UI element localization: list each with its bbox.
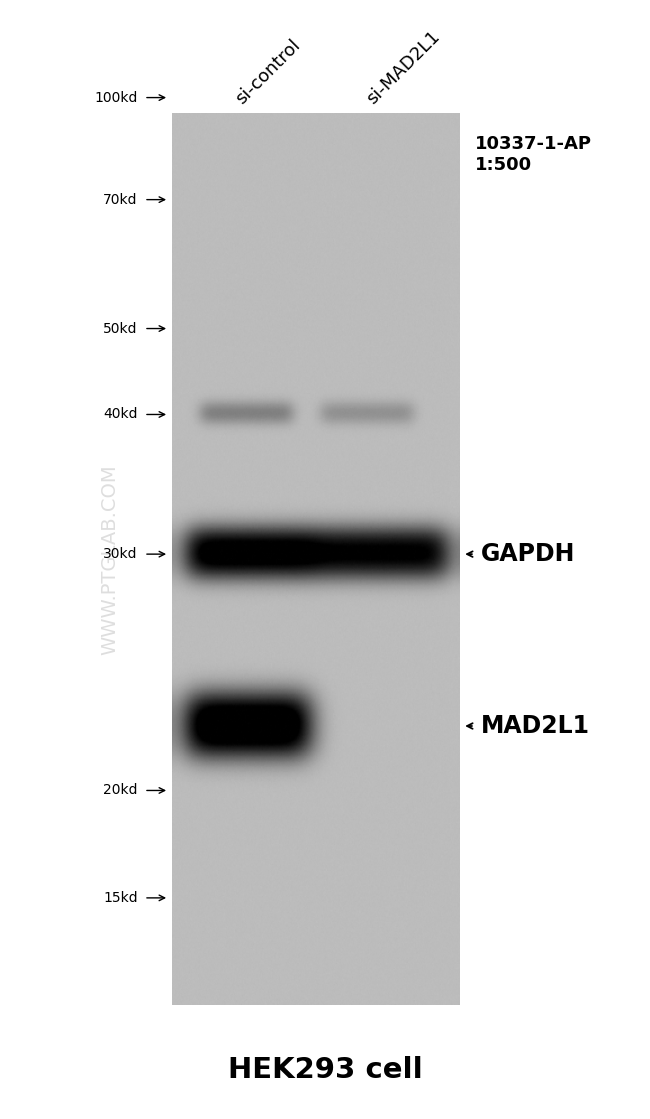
Text: 40kd: 40kd <box>103 407 138 422</box>
Text: 70kd: 70kd <box>103 192 138 207</box>
Text: si-control: si-control <box>232 37 304 109</box>
Text: si-MAD2L1: si-MAD2L1 <box>363 28 443 109</box>
Text: 20kd: 20kd <box>103 783 138 798</box>
Text: GAPDH: GAPDH <box>481 542 575 566</box>
Text: MAD2L1: MAD2L1 <box>481 714 590 739</box>
Text: HEK293 cell: HEK293 cell <box>227 1055 422 1084</box>
Text: 30kd: 30kd <box>103 547 138 561</box>
Text: 50kd: 50kd <box>103 321 138 336</box>
Text: 10337-1-AP
1:500: 10337-1-AP 1:500 <box>474 135 592 173</box>
Text: WWW.PTGLAB.COM: WWW.PTGLAB.COM <box>100 464 119 655</box>
Text: 15kd: 15kd <box>103 891 138 905</box>
Text: 100kd: 100kd <box>94 91 138 104</box>
